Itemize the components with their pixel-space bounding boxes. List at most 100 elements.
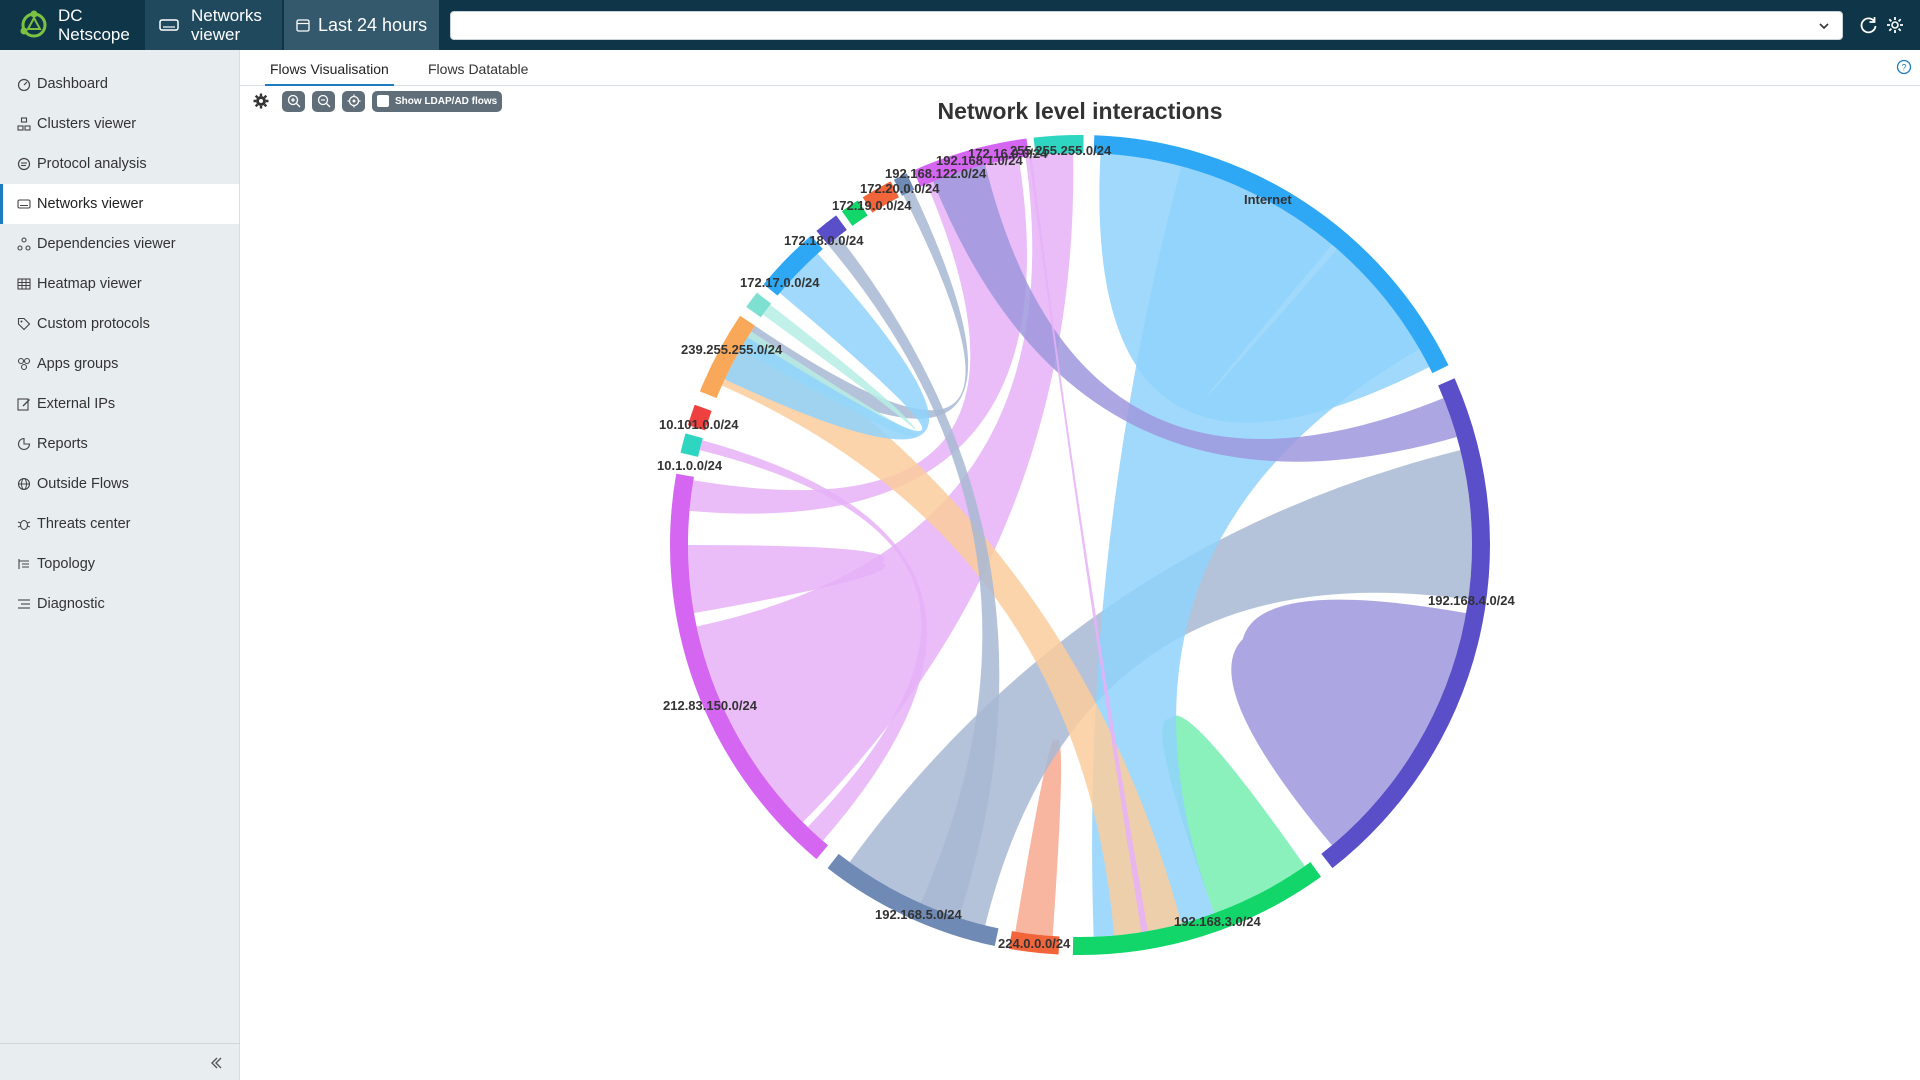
calendar-icon <box>296 19 310 32</box>
chord-ribbon-8[interactable] <box>849 450 1472 926</box>
sidebar-item-label: Outside Flows <box>37 476 129 492</box>
chord-arc-Internet[interactable] <box>1093 135 1449 374</box>
chord-arc-192-168-5-0-24[interactable] <box>827 853 999 947</box>
chord-arc-10-1-0-0-24[interactable] <box>680 433 703 457</box>
chord-arc-239-255-255-0-24[interactable] <box>699 315 756 399</box>
sidebar-item-label: Protocol analysis <box>37 156 147 172</box>
brand[interactable]: DC Netscope <box>0 0 145 50</box>
chord-ribbon-3[interactable] <box>1015 739 1062 937</box>
top-bar: DC Netscope Networks viewer Last 24 hour… <box>0 0 1920 50</box>
zoom-in-button[interactable] <box>282 90 305 112</box>
chord-arc-224-0-0-0-24[interactable] <box>1008 931 1060 955</box>
chord-arc-192-168-4-0-24[interactable] <box>1321 378 1490 869</box>
chord-label: 255.255.255.0/24 <box>1010 143 1112 158</box>
chord-arc-212-83-150-0-24[interactable] <box>670 473 829 860</box>
collapse-sidebar-icon[interactable] <box>208 1055 224 1071</box>
sidebar-item-networks-viewer[interactable]: Networks viewer <box>0 184 239 224</box>
apps-icon <box>17 357 31 371</box>
chord-arc-192-168-1-0-24[interactable] <box>893 173 915 196</box>
current-view-line-1: Networks <box>191 6 262 25</box>
protocol-icon <box>17 157 31 171</box>
sidebar-item-label: Dependencies viewer <box>37 236 176 252</box>
recenter-button[interactable] <box>342 90 365 112</box>
settings-gear-icon[interactable] <box>1885 15 1905 35</box>
chart-settings-gear-icon[interactable] <box>252 92 270 110</box>
brand-line-1: DC <box>58 6 83 25</box>
chevron-down-icon[interactable] <box>1818 20 1830 32</box>
brand-line-2: Netscope <box>58 25 130 44</box>
show-ldap-flows-toggle[interactable]: Show LDAP/AD flows <box>372 90 503 112</box>
chord-ribbon-15[interactable] <box>724 253 930 440</box>
chord-label: Internet <box>1244 192 1292 207</box>
sidebar-item-label: Threats center <box>37 516 131 532</box>
chord-ribbon-10[interactable] <box>933 164 1457 462</box>
chord-labels: Internet 192.168.4.0/24 192.168.3.0/24 224.… <box>657 143 1516 951</box>
sidebar-nav: Dashboard Clusters viewer Protocol analysi… <box>0 50 239 624</box>
chord-arc-172-17-0-0-24[interactable] <box>746 292 772 318</box>
sidebar-item-diagnostic[interactable]: Diagnostic <box>0 584 239 624</box>
chord-arc-192-168-3-0-24[interactable] <box>1072 862 1321 955</box>
sidebar-item-apps-groups[interactable]: Apps groups <box>0 344 239 384</box>
netscope-logo-icon <box>20 10 47 38</box>
ldap-checkbox[interactable] <box>377 95 389 107</box>
sidebar-item-threats-center[interactable]: Threats center <box>0 504 239 544</box>
sidebar-item-topology[interactable]: Topology <box>0 544 239 584</box>
tab-flows-datatable[interactable]: Flows Datatable <box>428 61 529 77</box>
chord-label: 10.1.0.0/24 <box>657 458 723 473</box>
sidebar-item-label: Heatmap viewer <box>37 276 142 292</box>
sidebar-item-dashboard[interactable]: Dashboard <box>0 64 239 104</box>
sidebar-item-label: Topology <box>37 556 96 572</box>
time-range-button[interactable]: Last 24 hours <box>284 0 439 50</box>
refresh-icon[interactable] <box>1859 15 1879 35</box>
networks-icon <box>17 199 31 209</box>
chord-ribbon-7[interactable] <box>689 157 1028 514</box>
sidebar-item-reports[interactable]: Reports <box>0 424 239 464</box>
dependencies-icon <box>17 237 31 251</box>
current-view-button[interactable]: Networks viewer <box>145 0 282 50</box>
chord-arc-172-20-0-0-24[interactable] <box>841 200 868 226</box>
chord-arc-172-18-0-0-24[interactable] <box>763 235 823 296</box>
sidebar-item-label: Apps groups <box>37 356 119 372</box>
sidebar-item-label: Diagnostic <box>37 596 105 612</box>
chord-label: 172.20.0.0/24 <box>860 181 940 196</box>
search-input[interactable] <box>450 11 1843 40</box>
view-tabs: Flows Visualisation Flows Datatable ? <box>240 50 1920 86</box>
tag-icon <box>17 317 31 331</box>
chord-ribbon-9[interactable] <box>1092 166 1420 937</box>
chord-label: 192.168.5.0/24 <box>875 907 963 922</box>
sidebar-item-clusters-viewer[interactable]: Clusters viewer <box>0 104 239 144</box>
chord-label: 172.16.0.0/24 <box>968 146 1048 161</box>
sidebar-item-heatmap-viewer[interactable]: Heatmap viewer <box>0 264 239 304</box>
current-view-line-2: viewer <box>191 25 241 44</box>
sidebar-item-custom-protocols[interactable]: Custom protocols <box>0 304 239 344</box>
chord-arc-10-101-0-0-24[interactable] <box>687 404 712 431</box>
globe-icon <box>17 477 31 491</box>
sidebar-item-label: Custom protocols <box>37 316 150 332</box>
zoom-out-icon <box>317 94 330 108</box>
tab-flows-visualisation[interactable]: Flows Visualisation <box>265 50 394 86</box>
zoom-out-button[interactable] <box>312 90 335 112</box>
chord-arc-172-16-0-0-24[interactable] <box>913 138 1029 187</box>
chord-ribbons <box>688 153 1472 937</box>
chord-label: 172.17.0.0/24 <box>740 275 820 290</box>
sidebar-item-external-ips[interactable]: External IPs <box>0 384 239 424</box>
help-icon[interactable]: ? <box>1896 59 1912 75</box>
chord-label: 224.0.0.0/24 <box>998 936 1071 951</box>
sidebar-item-dependencies-viewer[interactable]: Dependencies viewer <box>0 224 239 264</box>
sidebar-item-label: Dashboard <box>37 76 108 92</box>
chord-arc-192-168-122-0-24[interactable] <box>862 181 899 213</box>
chord-label: 192.168.3.0/24 <box>1174 914 1262 929</box>
chord-ribbon-4[interactable] <box>696 153 1074 823</box>
chord-ribbon-1[interactable] <box>1231 599 1467 846</box>
sidebar-item-outside-flows[interactable]: Outside Flows <box>0 464 239 504</box>
chord-ribbon-5[interactable] <box>688 545 886 614</box>
chord-label: 10.101.0.0/24 <box>659 417 739 432</box>
bug-icon <box>17 519 31 531</box>
chord-ribbon-14[interactable] <box>1028 156 1149 933</box>
chord-arc-172-19-0-0-24[interactable] <box>816 215 847 245</box>
chord-arc-255-255-255-0-24[interactable] <box>1033 135 1084 156</box>
zoom-in-icon <box>287 94 300 108</box>
diagnostic-icon <box>18 599 30 609</box>
sidebar-item-protocol-analysis[interactable]: Protocol analysis <box>0 144 239 184</box>
